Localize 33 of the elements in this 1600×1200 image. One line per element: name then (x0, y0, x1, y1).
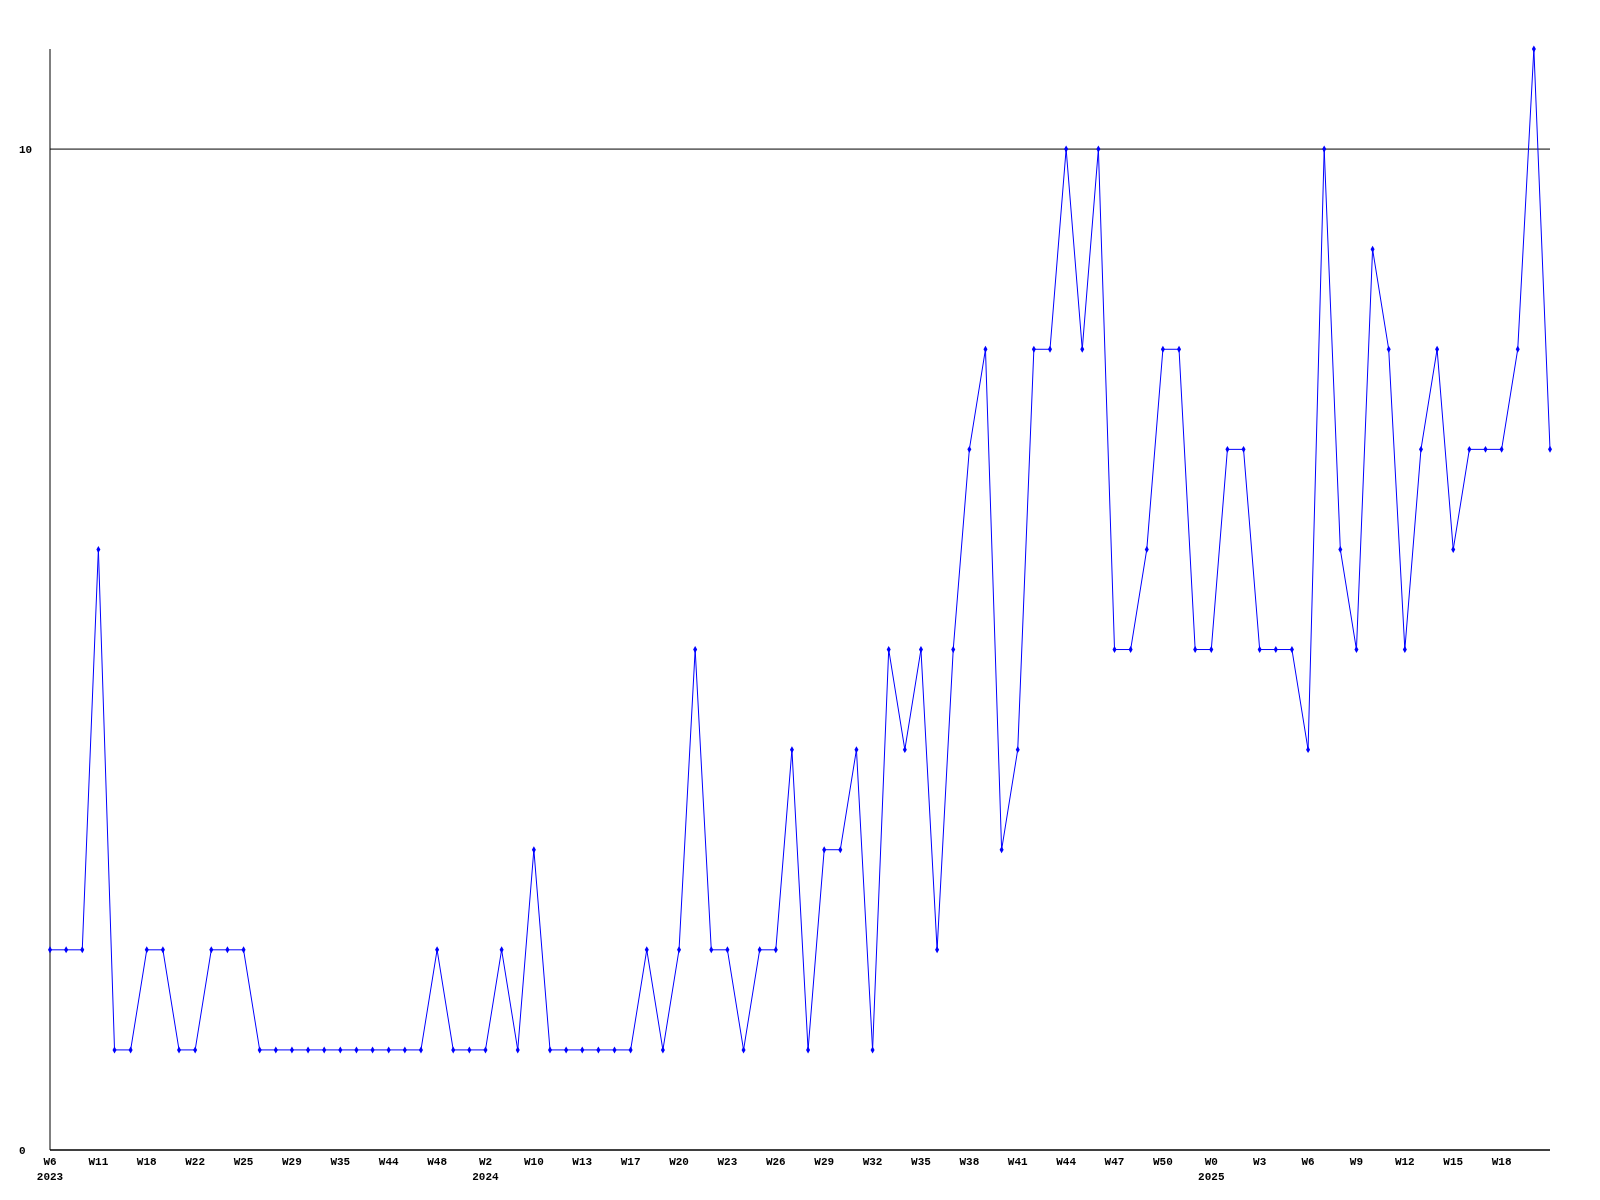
x-tick-label: W38 (959, 1156, 980, 1168)
x-tick-label: W29 (814, 1156, 835, 1168)
x-tick-label: W2 2024 (472, 1156, 500, 1183)
x-tick-label: W10 (523, 1156, 544, 1168)
x-tick-label: W29 (282, 1156, 302, 1168)
x-tick-label: W3 (1253, 1156, 1267, 1168)
y-tick-label: 10 (19, 143, 33, 156)
x-tick-label: W41 (1007, 1156, 1029, 1168)
x-tick-label: W20 (669, 1156, 689, 1168)
x-tick-label: W44 (1056, 1156, 1077, 1168)
x-tick-label: W0 2025 (1198, 1156, 1225, 1183)
x-tick-label: W48 (427, 1156, 448, 1168)
x-tick-label: W11 (88, 1156, 109, 1168)
x-tick-label: W15 (1443, 1156, 1464, 1168)
x-tick-label: W44 (378, 1156, 400, 1168)
x-tick-label: W12 (1394, 1156, 1415, 1168)
y-tick-label: 0 (19, 1144, 26, 1157)
x-tick-label: W22 (185, 1156, 206, 1168)
x-tick-label: W23 (717, 1156, 738, 1168)
x-tick-label: W47 (1104, 1156, 1125, 1168)
x-tick-label: W17 (620, 1156, 641, 1168)
x-tick-label: W35 (911, 1156, 932, 1168)
x-tick-label: W26 (765, 1156, 786, 1168)
x-tick-label: W32 (862, 1156, 883, 1168)
x-tick-label: W6 (1301, 1156, 1315, 1168)
x-tick-label: W35 (330, 1156, 351, 1168)
x-tick-label: W6 2023 (36, 1156, 64, 1183)
x-tick-label: W50 (1153, 1156, 1173, 1168)
x-tick-label: W13 (572, 1156, 593, 1168)
x-tick-label: W18 (1491, 1156, 1512, 1168)
x-tick-label: W18 (136, 1156, 158, 1168)
x-tick-label: W25 (233, 1156, 254, 1168)
x-tick-label: W9 (1349, 1156, 1364, 1168)
